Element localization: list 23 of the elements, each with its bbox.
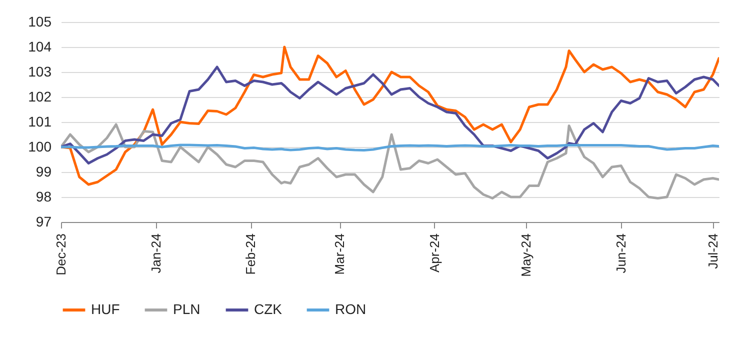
y-tick-label: 103 bbox=[28, 64, 52, 80]
x-tick-label: Jan-24 bbox=[148, 234, 164, 274]
x-tick-label: Dec-23 bbox=[54, 234, 68, 276]
legend-label: HUF bbox=[91, 301, 120, 317]
y-tick-label: 105 bbox=[28, 14, 52, 30]
legend-label: RON bbox=[335, 301, 366, 317]
y-tick-label: 104 bbox=[28, 38, 52, 54]
y-tick-label: 97 bbox=[36, 214, 52, 230]
x-tick-label: May-24 bbox=[518, 234, 534, 277]
x-tick-label: Jun-24 bbox=[614, 234, 629, 274]
x-tick-label: Jul-24 bbox=[705, 234, 720, 269]
legend-label: CZK bbox=[254, 301, 283, 317]
x-tick-label: Apr-24 bbox=[426, 234, 442, 273]
y-tick-label: 102 bbox=[28, 88, 52, 104]
x-tick-label: Feb-24 bbox=[243, 234, 258, 275]
y-tick-label: 99 bbox=[36, 164, 52, 180]
y-tick-label: 98 bbox=[36, 188, 52, 204]
y-tick-label: 100 bbox=[28, 138, 52, 154]
line-series bbox=[61, 123, 719, 200]
y-tick-label: 101 bbox=[28, 114, 52, 130]
x-tick-label: Mar-24 bbox=[332, 234, 347, 275]
legend-label: PLN bbox=[173, 301, 200, 317]
line-series bbox=[61, 66, 719, 164]
